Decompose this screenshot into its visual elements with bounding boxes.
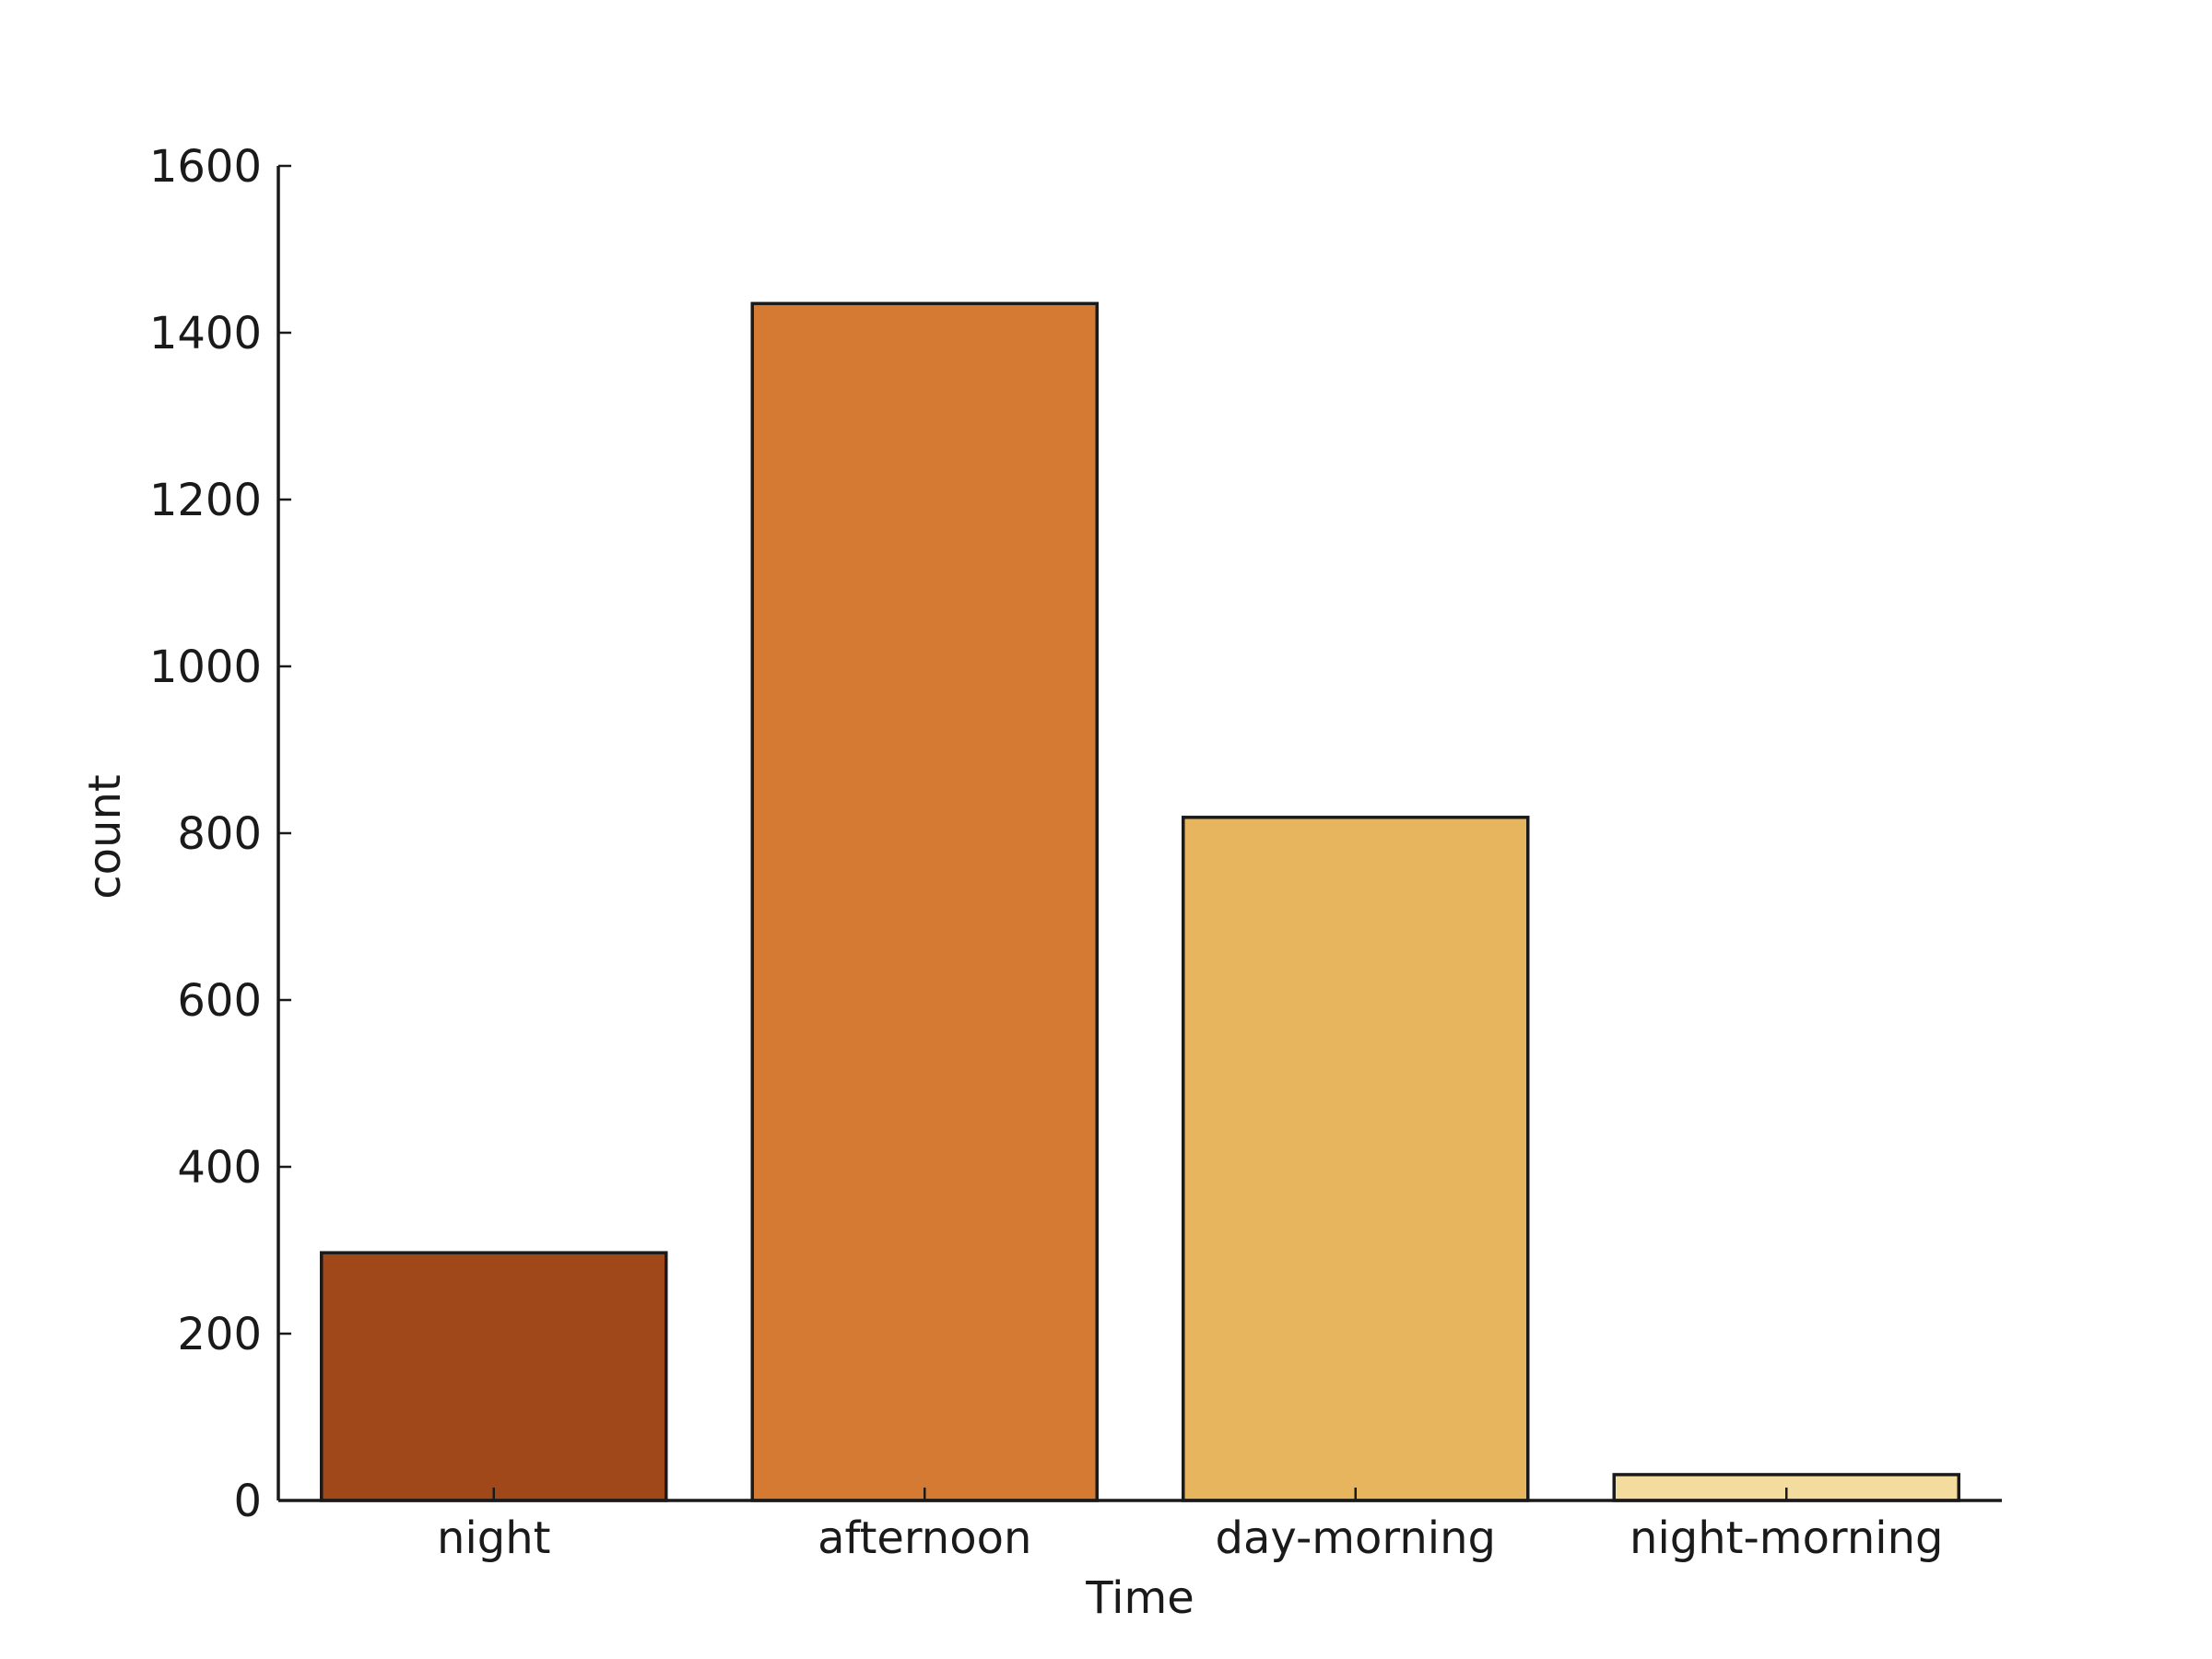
y-tick-label: 400 bbox=[177, 1142, 262, 1194]
y-tick-label: 800 bbox=[177, 808, 262, 860]
bar-day-morning bbox=[1182, 816, 1530, 1502]
y-tick-label: 0 bbox=[233, 1476, 262, 1527]
y-tick-label: 200 bbox=[177, 1309, 262, 1360]
bar-afternoon bbox=[750, 301, 1099, 1502]
y-axis-title: count bbox=[79, 774, 131, 899]
x-tick-label-night: night bbox=[437, 1512, 550, 1564]
x-tick-label-afternoon: afternoon bbox=[818, 1512, 1031, 1564]
y-tick-label: 1000 bbox=[149, 641, 262, 693]
x-axis-title: Time bbox=[1085, 1572, 1194, 1624]
y-ticks-group: 0 200 400 600 800 1000 1200 1400 1600 bbox=[149, 141, 291, 1527]
y-tick-label: 1200 bbox=[149, 475, 262, 526]
x-tick-label-night-morning: night-morning bbox=[1630, 1512, 1943, 1564]
bars-group bbox=[320, 301, 1960, 1502]
x-tick-label-day-morning: day-morning bbox=[1216, 1512, 1496, 1564]
bar-night bbox=[320, 1251, 668, 1502]
x-ticks-group: night afternoon day-morning night-morning bbox=[437, 1488, 1943, 1564]
y-tick-label: 1600 bbox=[149, 141, 262, 193]
y-tick-label: 600 bbox=[177, 975, 262, 1027]
y-tick-label: 1400 bbox=[149, 308, 262, 359]
